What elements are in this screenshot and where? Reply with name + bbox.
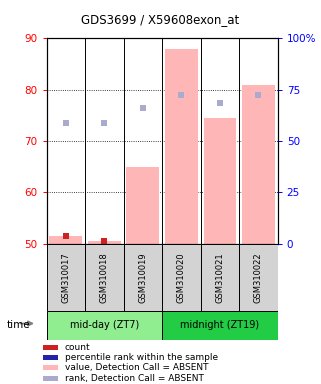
Bar <box>124 244 162 311</box>
Text: GSM310021: GSM310021 <box>215 252 224 303</box>
Text: GDS3699 / X59608exon_at: GDS3699 / X59608exon_at <box>82 13 239 26</box>
Bar <box>204 118 236 244</box>
Text: mid-day (ZT7): mid-day (ZT7) <box>70 320 139 331</box>
Bar <box>201 244 239 311</box>
Bar <box>49 236 82 244</box>
Text: GSM310019: GSM310019 <box>138 252 147 303</box>
Text: percentile rank within the sample: percentile rank within the sample <box>65 353 218 362</box>
Bar <box>162 311 278 340</box>
Text: value, Detection Call = ABSENT: value, Detection Call = ABSENT <box>65 363 208 372</box>
Text: GSM310018: GSM310018 <box>100 252 109 303</box>
Bar <box>242 84 275 244</box>
Bar <box>43 355 58 360</box>
Bar <box>239 244 278 311</box>
Bar <box>43 345 58 351</box>
Bar <box>43 364 58 370</box>
Text: midnight (ZT19): midnight (ZT19) <box>180 320 259 331</box>
Bar <box>126 167 159 244</box>
Bar <box>85 244 124 311</box>
Bar <box>162 244 201 311</box>
Bar <box>165 49 198 244</box>
Text: count: count <box>65 343 90 352</box>
Text: rank, Detection Call = ABSENT: rank, Detection Call = ABSENT <box>65 374 204 383</box>
Text: GSM310017: GSM310017 <box>61 252 70 303</box>
Bar <box>47 311 162 340</box>
Text: time: time <box>6 320 30 330</box>
Bar <box>43 376 58 381</box>
Text: GSM310022: GSM310022 <box>254 252 263 303</box>
Text: GSM310020: GSM310020 <box>177 252 186 303</box>
Bar <box>47 244 85 311</box>
Bar <box>88 241 121 244</box>
